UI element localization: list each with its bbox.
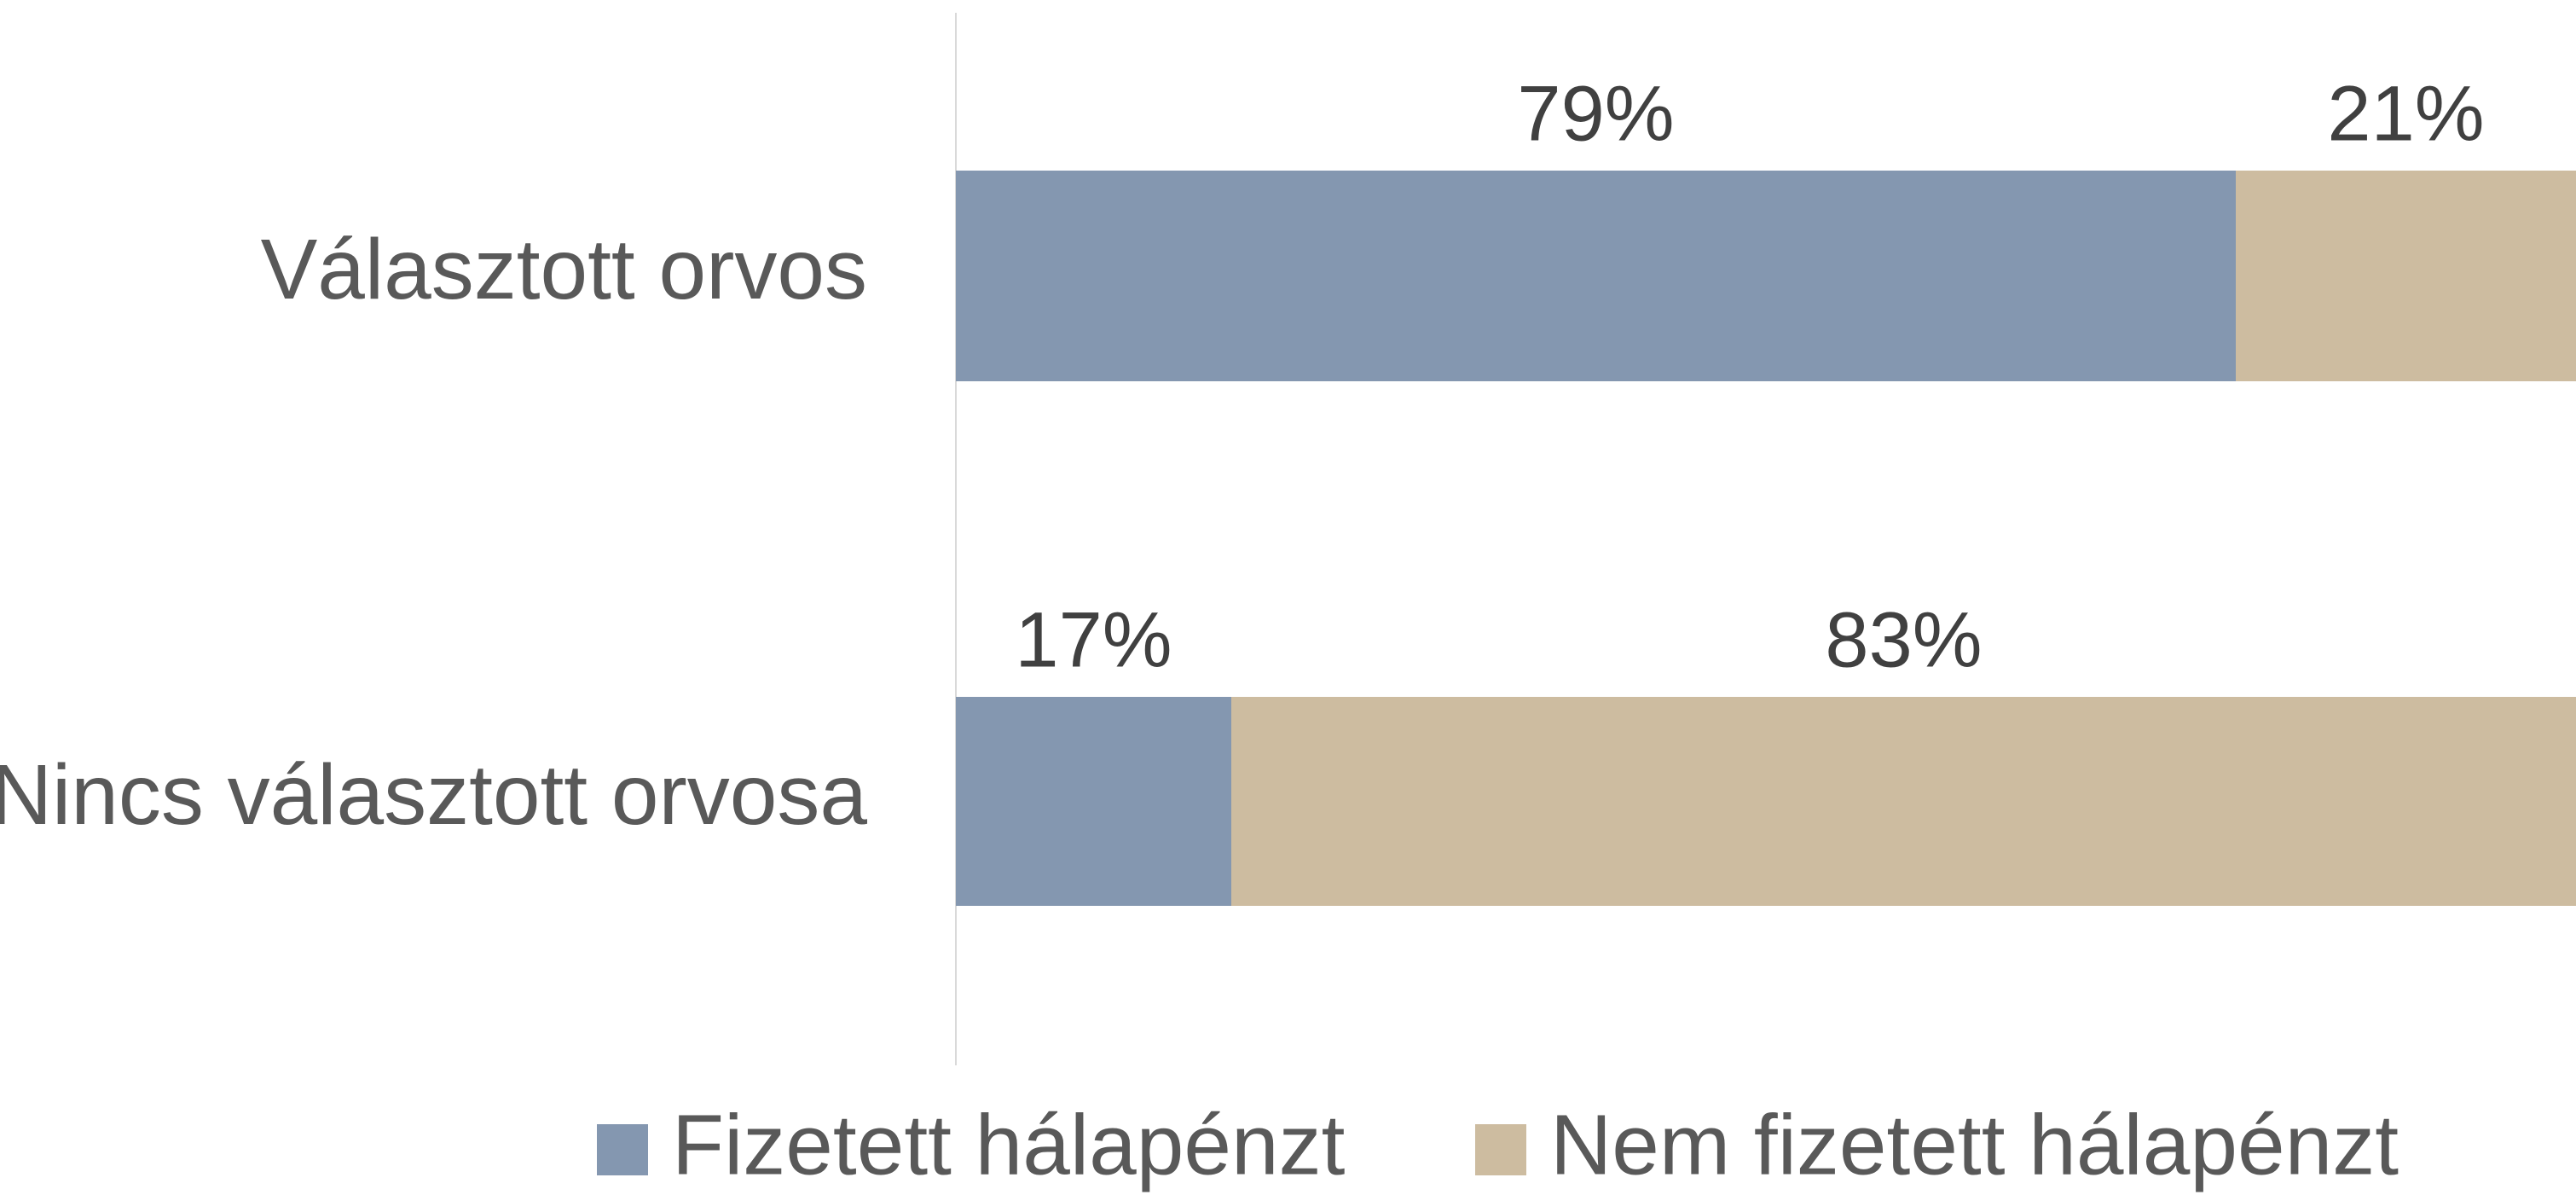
legend-label: Fizetett hálapénzt — [672, 1097, 1346, 1192]
bar-segment — [956, 697, 1231, 906]
data-label: 21% — [2327, 70, 2484, 157]
data-label: 79% — [1517, 70, 1674, 157]
bar-segment — [1231, 697, 2576, 906]
legend-swatch — [597, 1124, 648, 1175]
data-label: 17% — [1015, 596, 1172, 683]
category-label: Nincs választott orvosa — [0, 747, 867, 843]
legend-label: Nem fizetett hálapénzt — [1550, 1097, 2399, 1192]
bar-segment — [2236, 171, 2576, 381]
data-label: 83% — [1825, 596, 1982, 683]
bar-segment — [956, 171, 2236, 381]
legend-swatch — [1475, 1124, 1526, 1175]
category-label: Választott orvos — [261, 222, 867, 317]
